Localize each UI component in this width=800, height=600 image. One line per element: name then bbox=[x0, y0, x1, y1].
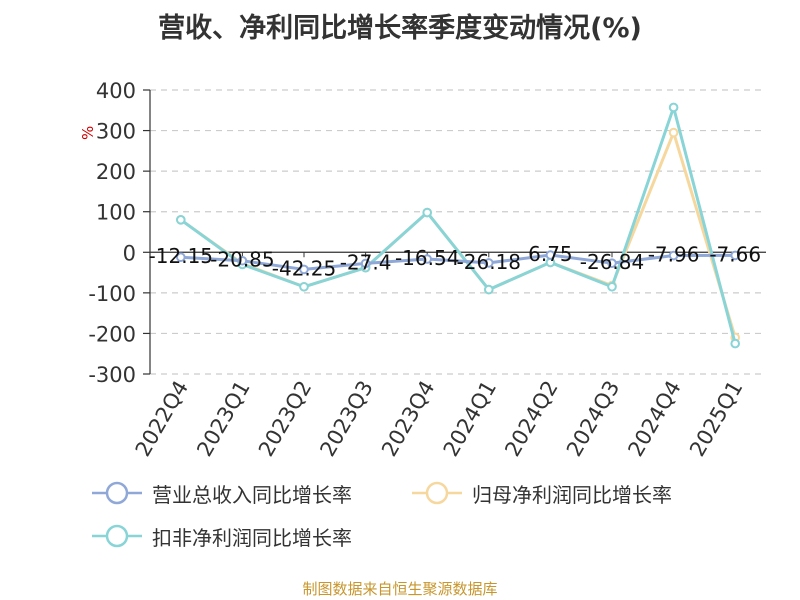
y-tick-label: 300 bbox=[96, 120, 136, 144]
data-point bbox=[607, 281, 617, 292]
data-label: -7.96 bbox=[648, 243, 700, 267]
data-point bbox=[730, 250, 741, 261]
data-point bbox=[360, 258, 371, 269]
data-point bbox=[237, 255, 248, 266]
y-tick-label: -300 bbox=[88, 363, 136, 387]
data-point bbox=[299, 281, 309, 292]
data-point bbox=[545, 250, 556, 260]
series-line bbox=[179, 105, 737, 344]
data-label: -7.66 bbox=[709, 242, 761, 266]
y-axis-unit: % bbox=[79, 126, 97, 140]
data-label: -12.15 bbox=[149, 244, 213, 268]
data-point bbox=[607, 258, 617, 268]
data-labels: -12.15-20.85-42.25 -27.4 -16.54-26.18 6.75-… bbox=[149, 242, 762, 280]
legend-label-revenue: 营业总收入同比增长率 bbox=[152, 482, 352, 507]
x-tick-label: 2023Q4 bbox=[377, 377, 439, 461]
legend-item-adjusted-net-profit[interactable]: 扣非净利润同比增长率 bbox=[90, 521, 352, 551]
data-point bbox=[484, 284, 494, 295]
legend-label-net-profit: 归母净利润同比增长率 bbox=[472, 482, 672, 507]
data-label: 6.75 bbox=[528, 242, 573, 266]
legend-swatch-revenue-icon bbox=[92, 481, 142, 505]
data-point bbox=[668, 250, 679, 261]
data-point bbox=[484, 258, 494, 268]
y-tick-label: -200 bbox=[88, 322, 136, 346]
data-label: -26.84 bbox=[580, 250, 644, 274]
x-tick-label: 2023Q3 bbox=[315, 377, 377, 461]
y-tick-label: 0 bbox=[123, 241, 136, 265]
x-tick-label: 2025Q1 bbox=[685, 377, 747, 461]
legend-label-adjusted-net-profit: 扣非净利润同比增长率 bbox=[152, 525, 352, 550]
source-note: 制图数据来自恒生聚源数据库 bbox=[302, 580, 498, 598]
x-tick-label: 2023Q1 bbox=[192, 377, 254, 461]
chart-title: 营收、净利同比增长率季度变动情况(%) bbox=[158, 13, 642, 44]
y-tick-label: -100 bbox=[88, 282, 136, 306]
legend-item-revenue[interactable]: 营业总收入同比增长率 bbox=[90, 478, 352, 508]
data-label: -16.54 bbox=[395, 246, 459, 270]
x-tick-label: 2023Q2 bbox=[254, 377, 316, 461]
data-point bbox=[422, 254, 433, 264]
grid-lines bbox=[150, 89, 766, 375]
data-point bbox=[668, 102, 679, 113]
data-point bbox=[176, 252, 186, 263]
data-point bbox=[668, 127, 679, 138]
x-tick-label: 2024Q4 bbox=[623, 377, 685, 461]
data-label: -20.85 bbox=[210, 248, 274, 272]
y-tick-label: 200 bbox=[96, 160, 136, 184]
legend-swatch-adjusted-net-profit-icon bbox=[92, 524, 142, 548]
y-tick-label: 400 bbox=[96, 79, 136, 103]
x-tick-label: 2024Q2 bbox=[500, 377, 562, 461]
legend-swatch-net-profit-icon bbox=[412, 481, 462, 505]
data-point bbox=[299, 264, 309, 275]
x-tick-label: 2022Q4 bbox=[131, 377, 193, 461]
x-tick-label: 2024Q1 bbox=[439, 377, 501, 461]
series-lines bbox=[176, 102, 741, 349]
data-label: -27.4 bbox=[340, 250, 392, 274]
series-line bbox=[179, 131, 737, 338]
y-tick-label: 100 bbox=[96, 201, 136, 225]
series-line bbox=[180, 253, 736, 271]
data-point bbox=[730, 338, 741, 349]
data-point bbox=[176, 215, 186, 225]
x-tick-label: 2024Q3 bbox=[562, 377, 624, 461]
data-point bbox=[422, 207, 433, 218]
legend-item-net-profit[interactable]: 归母净利润同比增长率 bbox=[410, 478, 672, 508]
data-label: -42.25 bbox=[272, 256, 336, 280]
data-label: -26.18 bbox=[457, 250, 521, 274]
